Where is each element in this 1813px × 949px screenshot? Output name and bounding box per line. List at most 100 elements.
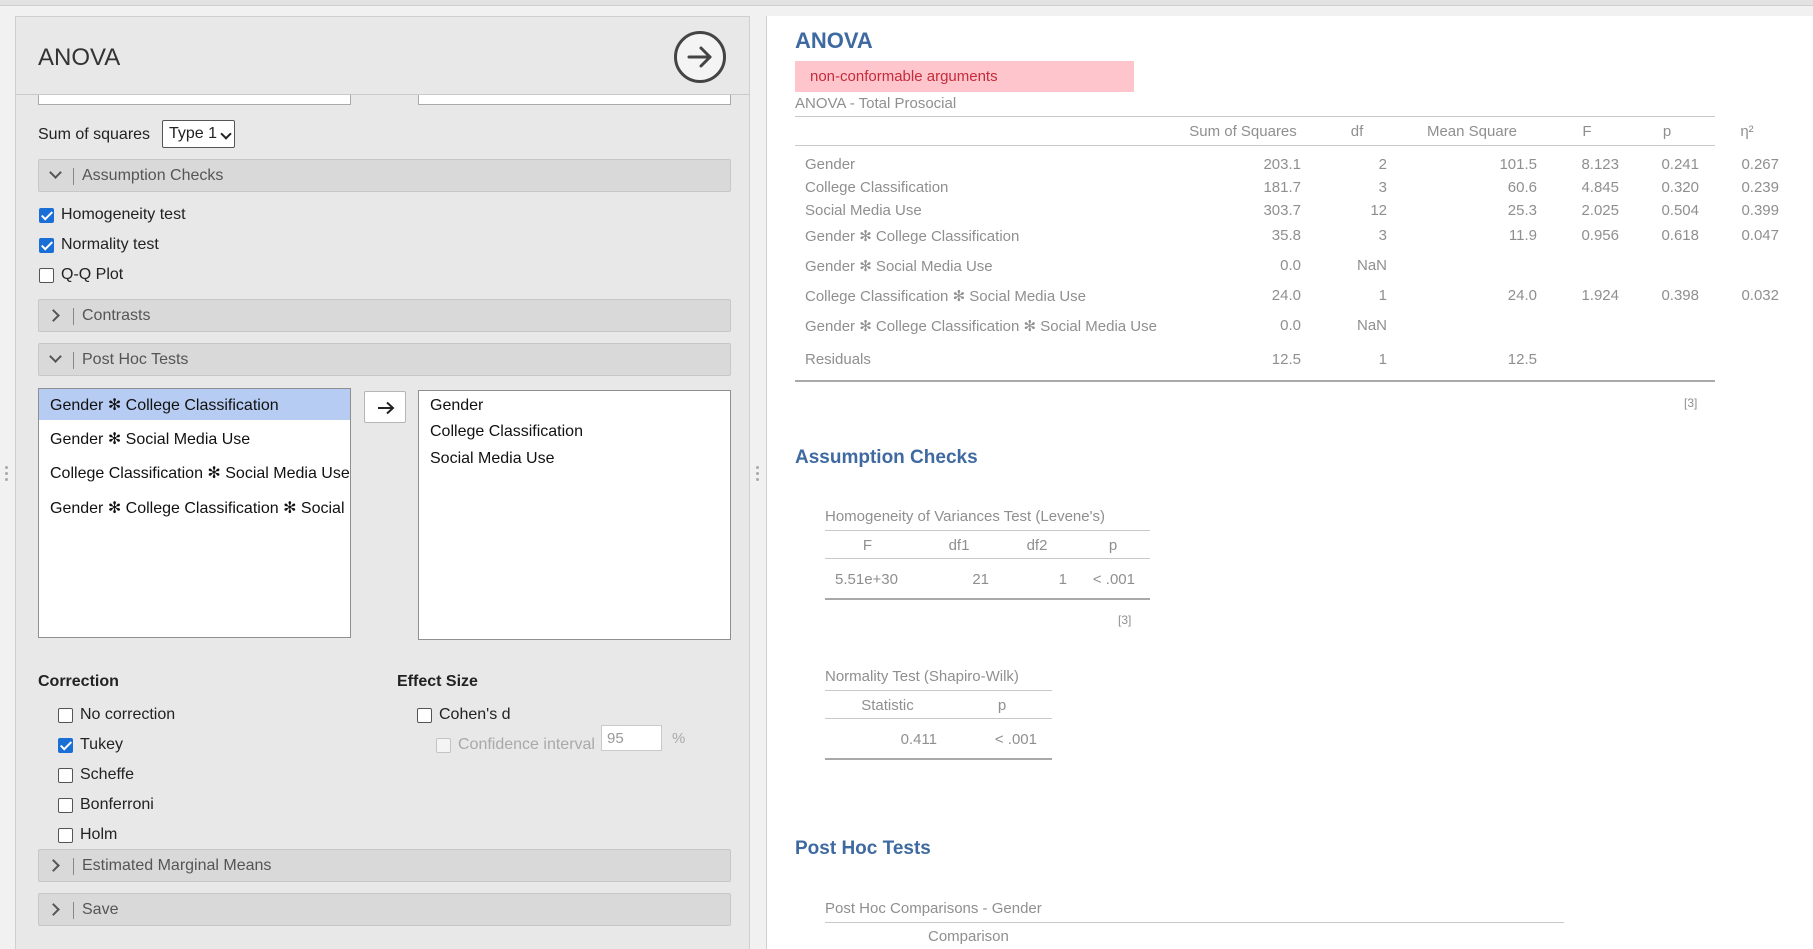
scheffe-checkbox[interactable] (58, 768, 73, 783)
anova-cell-df: 1 (1378, 287, 1387, 304)
anova-cell-eta: 0.239 (1741, 179, 1779, 196)
anova-header-p: p (1662, 123, 1672, 140)
normality-label: Normality test (61, 236, 159, 253)
anova-row-term: Residuals (805, 351, 871, 368)
anova-row-term: Social Media Use (805, 202, 922, 219)
list-item[interactable]: College Classification ✻ Social Media Us… (50, 465, 350, 482)
section-save[interactable]: Save (38, 893, 731, 926)
anova-row-term: Gender ✻ College Classification ✻ Social… (805, 318, 1157, 335)
chevron-right-icon (47, 903, 60, 916)
anova-cell-df: 1 (1378, 351, 1387, 368)
anova-cell-ms: 60.6 (1507, 179, 1537, 196)
shapiro-statistic: 0.411 (900, 731, 937, 748)
anova-cell-ms: 12.5 (1507, 351, 1537, 368)
options-title: ANOVA (38, 44, 121, 71)
post-hoc-available-list[interactable]: Gender ✻ College Classification Gender ✻… (38, 388, 351, 638)
results-title: ANOVA (795, 28, 873, 53)
anova-cell-p: 0.398 (1661, 287, 1699, 304)
anova-cell-ms: 11.9 (1508, 227, 1537, 244)
anova-header-f: F (1582, 123, 1592, 140)
no-correction-label: No correction (80, 706, 176, 723)
section-contrasts[interactable]: Contrasts (38, 299, 731, 332)
anova-row-term: College Classification ✻ Social Media Us… (805, 288, 1087, 305)
anova-cell-f: 4.845 (1581, 179, 1619, 196)
chevron-right-icon (47, 309, 60, 322)
anova-cell-f: 0.956 (1581, 227, 1619, 244)
list-item[interactable]: Gender ✻ College Classification (39, 389, 350, 420)
tukey-label: Tukey (80, 736, 123, 753)
anova-cell-f: 1.924 (1581, 287, 1619, 304)
section-label: Assumption Checks (82, 167, 224, 184)
post-hoc-caption: Post Hoc Comparisons - Gender (825, 900, 1042, 917)
run-analysis-button[interactable] (674, 31, 726, 83)
clipped-list-left[interactable] (38, 95, 351, 105)
clipped-list-right[interactable] (418, 95, 731, 105)
homogeneity-checkbox[interactable] (39, 208, 54, 223)
chevron-down-icon (49, 166, 62, 179)
anova-cell-df: 3 (1378, 179, 1387, 196)
qq-plot-checkbox[interactable] (39, 268, 54, 283)
anova-cell-ss: 181.7 (1263, 179, 1301, 196)
options-panel: ANOVA Sum of squares Type 1 Assumption C… (15, 16, 750, 949)
anova-cell-df: NaN (1356, 317, 1387, 334)
correction-title: Correction (38, 673, 119, 690)
section-post-hoc[interactable]: Post Hoc Tests (38, 343, 731, 376)
levene-f: 5.51e+30 (835, 571, 898, 588)
chevron-down-icon (220, 128, 232, 140)
section-assumption-checks[interactable]: Assumption Checks (38, 159, 731, 192)
anova-table-caption: ANOVA - Total Prosocial (795, 95, 957, 112)
anova-cell-df: 3 (1378, 227, 1387, 244)
left-splitter-handle[interactable] (5, 466, 9, 484)
anova-row-term: College Classification (805, 179, 949, 196)
anova-cell-df: 2 (1378, 156, 1387, 173)
app-top-bar (0, 0, 1813, 6)
section-estimated-marginal-means[interactable]: Estimated Marginal Means (38, 849, 731, 882)
error-message: non-conformable arguments (795, 61, 1134, 92)
anova-cell-ss: 0.0 (1280, 317, 1301, 334)
holm-checkbox[interactable] (58, 828, 73, 843)
sum-of-squares-select[interactable]: Type 1 (162, 120, 235, 148)
normality-checkbox[interactable] (39, 238, 54, 253)
anova-header-eta: η² (1740, 123, 1754, 140)
no-correction-checkbox[interactable] (58, 708, 73, 723)
arrow-right-icon (378, 401, 395, 415)
anova-header-df: df (1350, 123, 1364, 140)
results-panel: ANOVA non-conformable arguments ANOVA - … (766, 16, 1813, 949)
levene-footnote: [3] (1118, 613, 1132, 627)
sum-of-squares-label: Sum of squares (38, 126, 151, 143)
chevron-right-icon (47, 859, 60, 872)
cohens-d-checkbox[interactable] (417, 708, 432, 723)
section-label: Estimated Marginal Means (82, 857, 272, 874)
anova-cell-ss: 12.5 (1271, 351, 1301, 368)
list-item[interactable]: Gender ✻ College Classification ✻ Social… (50, 500, 350, 517)
list-item[interactable]: Gender ✻ Social Media Use (50, 431, 251, 448)
levene-p: < .001 (1092, 571, 1135, 588)
list-item[interactable]: Gender (430, 397, 484, 414)
list-item[interactable]: Social Media Use (430, 450, 555, 467)
bonferroni-checkbox[interactable] (58, 798, 73, 813)
section-label: Save (82, 901, 119, 918)
anova-cell-p: 0.504 (1661, 202, 1699, 219)
bonferroni-label: Bonferroni (80, 796, 154, 813)
list-item[interactable]: College Classification (430, 423, 583, 440)
move-right-button[interactable] (364, 391, 406, 423)
post-hoc-selected-list[interactable]: Gender College Classification Social Med… (418, 390, 731, 640)
anova-cell-ss: 0.0 (1280, 257, 1301, 274)
anova-cell-f: 2.025 (1581, 202, 1619, 219)
levene-caption: Homogeneity of Variances Test (Levene's) (825, 508, 1105, 525)
levene-df2: 1 (1058, 571, 1067, 588)
confidence-interval-checkbox[interactable] (436, 738, 451, 753)
anova-cell-eta: 0.032 (1741, 287, 1779, 304)
anova-cell-ss: 203.1 (1263, 156, 1301, 173)
levene-header-df2: df2 (1026, 537, 1048, 554)
arrow-right-icon (687, 46, 712, 68)
tukey-checkbox[interactable] (58, 738, 73, 753)
center-splitter-handle[interactable] (756, 466, 760, 484)
anova-header-ms: Mean Square (1426, 123, 1518, 140)
anova-cell-df: 12 (1370, 202, 1387, 219)
confidence-interval-input[interactable]: 95 (601, 725, 662, 751)
anova-header-ss: Sum of Squares (1189, 123, 1297, 140)
anova-cell-p: 0.618 (1661, 227, 1699, 244)
anova-cell-eta: 0.267 (1741, 156, 1779, 173)
anova-cell-f: 8.123 (1581, 156, 1619, 173)
